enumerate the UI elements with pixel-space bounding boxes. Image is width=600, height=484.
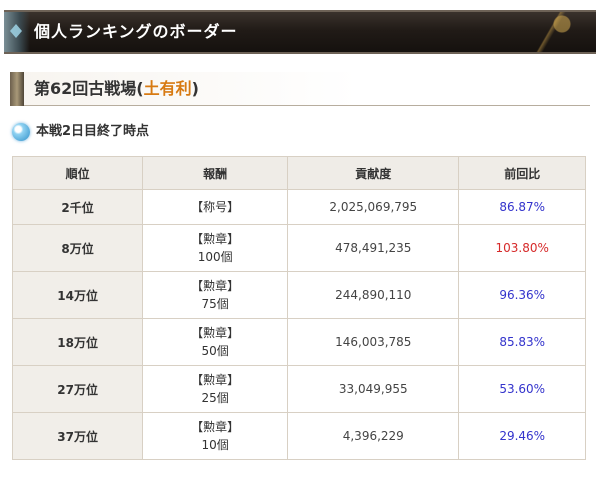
column-header-rank: 順位 [11,156,144,190]
reward-type: 【称号】 [191,200,240,214]
reward-type: 【勲章】 [191,420,240,434]
table-row: 18万位 【勲章】 50個 146,003,785 85.83% [11,318,586,366]
reward-quantity: 50個 [201,344,229,358]
score-cell: 244,890,110 [287,271,460,319]
score-cell: 33,049,955 [287,365,460,413]
reward-quantity: 10個 [201,438,229,452]
reward-cell: 【勲章】 100個 [142,224,289,272]
reward-type: 【勲章】 [191,373,240,387]
table-header-row: 順位 報酬 貢献度 前回比 [11,156,586,190]
rank-cell: 2千位 [11,189,144,225]
orb-icon [12,122,30,141]
table-row: 8万位 【勲章】 100個 478,491,235 103.80% [11,224,586,272]
score-cell: 2,025,069,795 [287,189,460,225]
page-title: 個人ランキングのボーダー [34,22,238,41]
event-title: 第62回古戦場(土有利) [34,72,199,106]
rank-cell: 37万位 [11,412,144,460]
table-row: 37万位 【勲章】 10個 4,396,229 29.46% [11,412,586,460]
ratio-cell: 53.60% [458,365,586,413]
column-header-score: 貢献度 [287,156,460,190]
header-decoration [10,72,24,106]
reward-cell: 【勲章】 10個 [142,412,289,460]
score-cell: 4,396,229 [287,412,460,460]
score-cell: 478,491,235 [287,224,460,272]
ratio-cell: 103.80% [458,224,586,272]
table-body: 2千位 【称号】 2,025,069,795 86.87% 8万位 【勲章】 100個 478… [11,189,586,460]
ranking-table: 順位 報酬 貢献度 前回比 2千位 【称号】 2,025,069,795 86.87%… [11,156,586,460]
event-header: 第62回古戦場(土有利) [10,72,590,106]
crystal-icon [10,24,22,38]
ratio-cell: 29.46% [458,412,586,460]
reward-cell: 【称号】 [142,189,289,225]
reward-quantity: 75個 [201,297,229,311]
rank-cell: 14万位 [11,271,144,319]
event-suffix: ) [191,79,199,98]
reward-quantity: 25個 [201,391,229,405]
ratio-cell: 96.36% [458,271,586,319]
reward-cell: 【勲章】 75個 [142,271,289,319]
caption-text: 本戦2日目終了時点 [36,124,150,139]
table-row: 2千位 【称号】 2,025,069,795 86.87% [11,189,586,225]
reward-type: 【勲章】 [191,232,240,246]
reward-type: 【勲章】 [191,326,240,340]
ratio-cell: 85.83% [458,318,586,366]
section-caption: 本戦2日目終了時点 [12,120,149,144]
reward-cell: 【勲章】 50個 [142,318,289,366]
rank-cell: 18万位 [11,318,144,366]
page-banner: 個人ランキングのボーダー [4,10,596,54]
ornament-icon [526,12,586,52]
column-header-reward: 報酬 [142,156,289,190]
ratio-cell: 86.87% [458,189,586,225]
table-row: 27万位 【勲章】 25個 33,049,955 53.60% [11,365,586,413]
event-prefix: 第62回古戦場( [34,79,144,98]
reward-type: 【勲章】 [191,279,240,293]
event-element: 土有利 [143,79,192,98]
score-cell: 146,003,785 [287,318,460,366]
column-header-ratio: 前回比 [458,156,586,190]
rank-cell: 27万位 [11,365,144,413]
rank-cell: 8万位 [11,224,144,272]
table-row: 14万位 【勲章】 75個 244,890,110 96.36% [11,271,586,319]
reward-cell: 【勲章】 25個 [142,365,289,413]
reward-quantity: 100個 [197,250,233,264]
